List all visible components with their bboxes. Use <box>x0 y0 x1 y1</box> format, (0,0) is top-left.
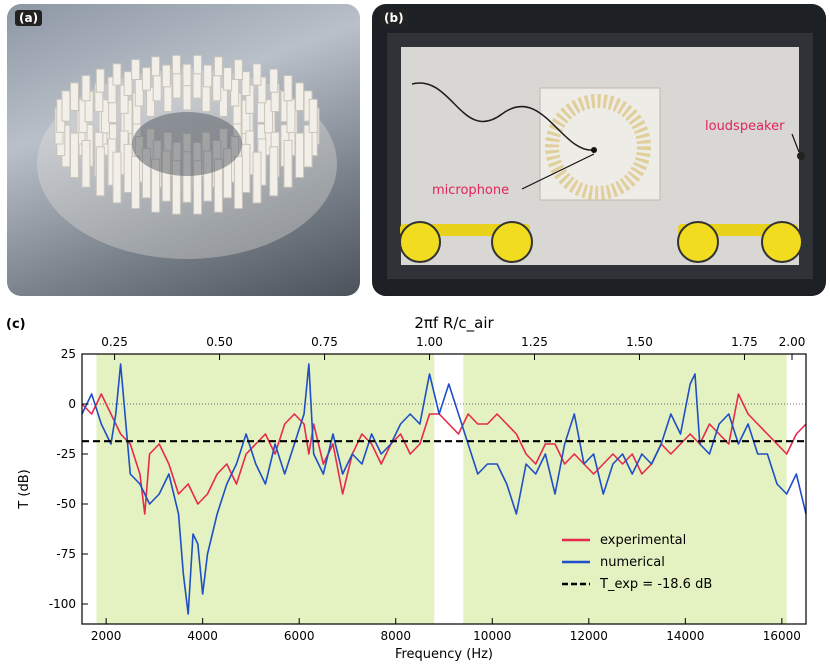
tube <box>252 63 262 86</box>
x-tick-label: 4000 <box>187 629 218 643</box>
tube <box>172 73 182 99</box>
tube <box>308 98 318 133</box>
y-tick-label: -25 <box>56 447 76 461</box>
panel-label-b: (b) <box>380 10 408 26</box>
tube <box>161 64 171 88</box>
y-tick-label: -75 <box>56 547 76 561</box>
tube <box>95 68 105 93</box>
tube <box>193 54 203 75</box>
panel-label-c: (c) <box>6 317 26 332</box>
series-experimental <box>81 393 807 515</box>
x-tick-label: 2000 <box>91 629 122 643</box>
tube <box>241 143 251 193</box>
tube <box>163 83 173 113</box>
tube <box>192 73 202 99</box>
panel-label-a: (a) <box>15 10 43 26</box>
tube <box>269 146 279 197</box>
tube <box>69 82 79 111</box>
tube-array-illustration <box>37 54 337 259</box>
tube <box>69 132 79 179</box>
tube <box>131 59 141 81</box>
suction-cup-left <box>399 221 533 263</box>
x-tick-label: 16000 <box>763 629 801 643</box>
legend: experimental numerical T_exp = -18.6 dB <box>562 533 712 592</box>
legend-label-experimental: experimental <box>600 533 686 548</box>
photo-a-tube-array: (a) <box>7 4 360 296</box>
x-tick-label: 10000 <box>473 629 511 643</box>
tube <box>95 146 105 197</box>
tube <box>123 71 133 97</box>
transmission-chart: (c) 2000 4000 6000 8000 10000 12000 14000 16000… <box>6 314 807 662</box>
legend-label-numerical: numerical <box>600 555 665 570</box>
tube <box>123 143 133 193</box>
photo-b-measurement-setup: microphone loudspeaker (b) <box>372 4 826 296</box>
tube <box>257 76 267 104</box>
top-tick-label: 2.00 <box>779 335 806 349</box>
tube <box>283 75 293 102</box>
loudspeaker-label: loudspeaker <box>705 119 785 134</box>
top-tick-label: 0.50 <box>206 335 233 349</box>
tube <box>286 98 296 134</box>
tube <box>223 67 233 91</box>
x-tick-label: 14000 <box>666 629 704 643</box>
shaded-band <box>463 354 787 624</box>
x-tick-label: 6000 <box>284 629 315 643</box>
tube <box>61 90 71 122</box>
suction-cup-right <box>677 221 803 263</box>
x-axis-label: Frequency (Hz) <box>395 647 493 662</box>
tube <box>212 75 222 102</box>
y-tick-label: 25 <box>61 347 76 361</box>
microphone-label: microphone <box>432 183 509 198</box>
top-axis-label: 2πf R/c_air <box>414 314 494 333</box>
tube <box>151 56 161 77</box>
tube <box>264 99 274 134</box>
y-tick-label: -50 <box>56 497 76 511</box>
tube <box>112 151 122 204</box>
tube <box>112 63 122 86</box>
y-tick-label: 0 <box>68 397 76 411</box>
tube <box>252 151 262 204</box>
loudspeaker-icon <box>797 152 805 160</box>
tube <box>171 54 181 75</box>
tube <box>241 71 251 97</box>
top-tick-label: 1.50 <box>626 335 653 349</box>
tube <box>81 75 91 102</box>
tube <box>107 76 117 104</box>
tube <box>201 83 211 113</box>
tube <box>203 64 213 88</box>
tube <box>213 56 223 77</box>
microphone-icon <box>591 147 597 153</box>
tube <box>182 81 192 111</box>
setup-illustration: microphone loudspeaker <box>387 33 813 279</box>
tube <box>295 82 305 111</box>
top-tick-label: 1.25 <box>521 335 548 349</box>
tube <box>283 139 293 188</box>
y-axis-label: T (dB) <box>17 469 32 509</box>
top-tick-label: 1.00 <box>416 335 443 349</box>
top-tick-label: 0.75 <box>311 335 338 349</box>
tube <box>182 63 192 87</box>
plot-frame <box>81 353 807 625</box>
tube <box>152 75 162 102</box>
series-numerical <box>81 363 807 615</box>
shaded-band <box>96 354 435 624</box>
top-tick-label: 1.75 <box>731 335 758 349</box>
x-tick-label: 8000 <box>380 629 411 643</box>
tube <box>81 139 91 188</box>
tube <box>131 155 141 209</box>
tube <box>269 68 279 93</box>
legend-label-reference: T_exp = -18.6 dB <box>599 577 712 592</box>
y-tick-label: -100 <box>49 597 76 611</box>
x-tick-label: 12000 <box>570 629 608 643</box>
tube <box>141 67 151 91</box>
top-tick-label: 0.25 <box>101 335 128 349</box>
tube <box>233 59 243 81</box>
tube <box>233 155 243 209</box>
tube <box>295 132 305 179</box>
